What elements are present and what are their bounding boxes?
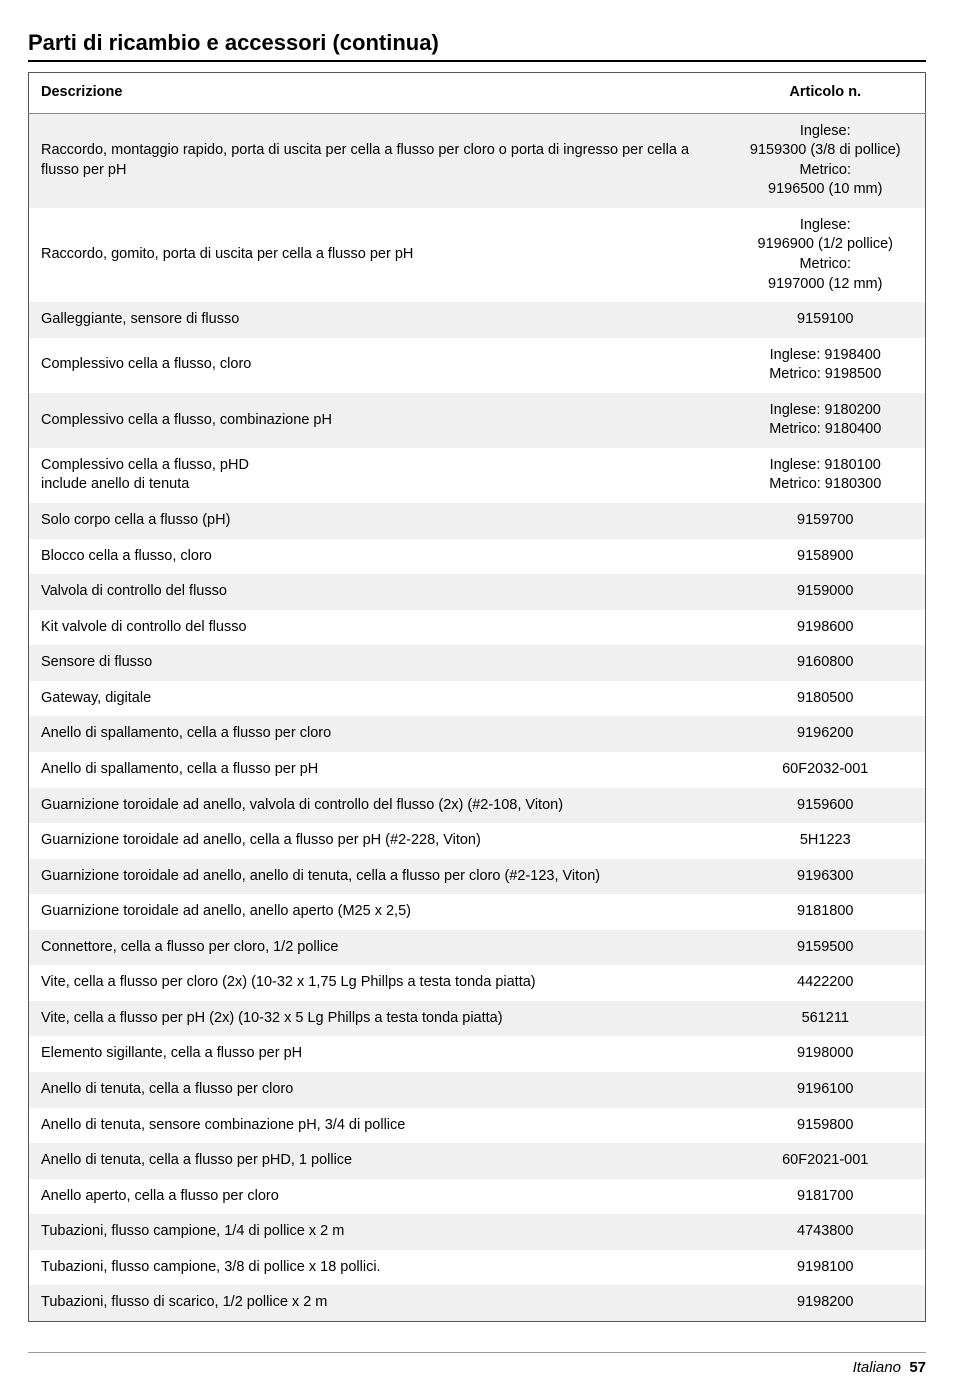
footer-page-number: 57 — [909, 1359, 926, 1376]
cell-description: Vite, cella a flusso per cloro (2x) (10-… — [29, 965, 726, 1001]
table-row: Raccordo, gomito, porta di uscita per ce… — [29, 208, 926, 302]
cell-item-number: 4743800 — [726, 1214, 926, 1250]
cell-description: Guarnizione toroidale ad anello, cella a… — [29, 823, 726, 859]
cell-description: Gateway, digitale — [29, 681, 726, 717]
table-row: Tubazioni, flusso campione, 3/8 di polli… — [29, 1250, 926, 1286]
cell-item-number: 60F2021-001 — [726, 1143, 926, 1179]
table-row: Guarnizione toroidale ad anello, cella a… — [29, 823, 926, 859]
cell-description: Connettore, cella a flusso per cloro, 1/… — [29, 930, 726, 966]
cell-description: Tubazioni, flusso campione, 3/8 di polli… — [29, 1250, 726, 1286]
cell-description: Anello aperto, cella a flusso per cloro — [29, 1179, 726, 1215]
cell-description: Raccordo, gomito, porta di uscita per ce… — [29, 208, 726, 302]
cell-description: Complessivo cella a flusso, pHD include … — [29, 448, 726, 503]
table-row: Anello di tenuta, sensore combinazione p… — [29, 1108, 926, 1144]
cell-description: Anello di tenuta, cella a flusso per clo… — [29, 1072, 726, 1108]
parts-table: Descrizione Articolo n. Raccordo, montag… — [28, 72, 926, 1322]
cell-description: Elemento sigillante, cella a flusso per … — [29, 1036, 726, 1072]
cell-item-number: Inglese: 9198400 Metrico: 9198500 — [726, 338, 926, 393]
cell-item-number: 5H1223 — [726, 823, 926, 859]
page-title: Parti di ricambio e accessori (continua) — [28, 30, 926, 62]
cell-description: Kit valvole di controllo del flusso — [29, 610, 726, 646]
table-row: Kit valvole di controllo del flusso91986… — [29, 610, 926, 646]
table-row: Solo corpo cella a flusso (pH)9159700 — [29, 503, 926, 539]
table-row: Tubazioni, flusso di scarico, 1/2 pollic… — [29, 1285, 926, 1321]
cell-item-number: 9196300 — [726, 859, 926, 895]
cell-item-number: 561211 — [726, 1001, 926, 1037]
footer-language: Italiano — [853, 1359, 901, 1376]
cell-description: Raccordo, montaggio rapido, porta di usc… — [29, 113, 726, 208]
table-row: Valvola di controllo del flusso9159000 — [29, 574, 926, 610]
table-row: Guarnizione toroidale ad anello, valvola… — [29, 788, 926, 824]
cell-description: Anello di spallamento, cella a flusso pe… — [29, 752, 726, 788]
table-row: Guarnizione toroidale ad anello, anello … — [29, 859, 926, 895]
cell-description: Blocco cella a flusso, cloro — [29, 539, 726, 575]
col-header-item: Articolo n. — [726, 73, 926, 114]
cell-item-number: 9159600 — [726, 788, 926, 824]
cell-description: Sensore di flusso — [29, 645, 726, 681]
table-row: Anello di tenuta, cella a flusso per clo… — [29, 1072, 926, 1108]
cell-item-number: Inglese: 9196900 (1/2 pollice) Metrico: … — [726, 208, 926, 302]
cell-item-number: 9158900 — [726, 539, 926, 575]
cell-description: Complessivo cella a flusso, combinazione… — [29, 393, 726, 448]
cell-description: Solo corpo cella a flusso (pH) — [29, 503, 726, 539]
cell-item-number: Inglese: 9180100 Metrico: 9180300 — [726, 448, 926, 503]
cell-description: Tubazioni, flusso di scarico, 1/2 pollic… — [29, 1285, 726, 1321]
cell-description: Guarnizione toroidale ad anello, anello … — [29, 894, 726, 930]
table-row: Anello di spallamento, cella a flusso pe… — [29, 716, 926, 752]
table-row: Anello di spallamento, cella a flusso pe… — [29, 752, 926, 788]
cell-item-number: 9198200 — [726, 1285, 926, 1321]
cell-description: Complessivo cella a flusso, cloro — [29, 338, 726, 393]
cell-item-number: 9180500 — [726, 681, 926, 717]
cell-item-number: 9159100 — [726, 302, 926, 338]
cell-item-number: 9181800 — [726, 894, 926, 930]
table-row: Vite, cella a flusso per cloro (2x) (10-… — [29, 965, 926, 1001]
table-row: Anello di tenuta, cella a flusso per pHD… — [29, 1143, 926, 1179]
col-header-description: Descrizione — [29, 73, 726, 114]
table-row: Elemento sigillante, cella a flusso per … — [29, 1036, 926, 1072]
cell-description: Guarnizione toroidale ad anello, anello … — [29, 859, 726, 895]
cell-item-number: 9159000 — [726, 574, 926, 610]
table-row: Connettore, cella a flusso per cloro, 1/… — [29, 930, 926, 966]
table-row: Vite, cella a flusso per pH (2x) (10-32 … — [29, 1001, 926, 1037]
cell-description: Tubazioni, flusso campione, 1/4 di polli… — [29, 1214, 726, 1250]
cell-item-number: 9159800 — [726, 1108, 926, 1144]
table-row: Galleggiante, sensore di flusso9159100 — [29, 302, 926, 338]
table-header-row: Descrizione Articolo n. — [29, 73, 926, 114]
table-row: Gateway, digitale9180500 — [29, 681, 926, 717]
page-footer: Italiano 57 — [28, 1352, 926, 1376]
cell-description: Vite, cella a flusso per pH (2x) (10-32 … — [29, 1001, 726, 1037]
cell-description: Anello di tenuta, cella a flusso per pHD… — [29, 1143, 726, 1179]
cell-description: Anello di spallamento, cella a flusso pe… — [29, 716, 726, 752]
cell-description: Galleggiante, sensore di flusso — [29, 302, 726, 338]
table-row: Anello aperto, cella a flusso per cloro9… — [29, 1179, 926, 1215]
cell-item-number: 4422200 — [726, 965, 926, 1001]
table-row: Complessivo cella a flusso, combinazione… — [29, 393, 926, 448]
cell-item-number: 9196100 — [726, 1072, 926, 1108]
cell-description: Anello di tenuta, sensore combinazione p… — [29, 1108, 726, 1144]
cell-item-number: Inglese: 9159300 (3/8 di pollice) Metric… — [726, 113, 926, 208]
cell-item-number: 9198000 — [726, 1036, 926, 1072]
cell-item-number: 60F2032-001 — [726, 752, 926, 788]
cell-item-number: 9198100 — [726, 1250, 926, 1286]
table-row: Raccordo, montaggio rapido, porta di usc… — [29, 113, 926, 208]
cell-item-number: 9198600 — [726, 610, 926, 646]
cell-item-number: 9181700 — [726, 1179, 926, 1215]
cell-item-number: 9159700 — [726, 503, 926, 539]
table-row: Sensore di flusso9160800 — [29, 645, 926, 681]
cell-description: Guarnizione toroidale ad anello, valvola… — [29, 788, 726, 824]
cell-item-number: 9159500 — [726, 930, 926, 966]
table-row: Blocco cella a flusso, cloro9158900 — [29, 539, 926, 575]
cell-item-number: 9160800 — [726, 645, 926, 681]
cell-description: Valvola di controllo del flusso — [29, 574, 726, 610]
cell-item-number: 9196200 — [726, 716, 926, 752]
table-row: Complessivo cella a flusso, pHD include … — [29, 448, 926, 503]
table-row: Guarnizione toroidale ad anello, anello … — [29, 894, 926, 930]
table-row: Tubazioni, flusso campione, 1/4 di polli… — [29, 1214, 926, 1250]
table-row: Complessivo cella a flusso, cloroInglese… — [29, 338, 926, 393]
cell-item-number: Inglese: 9180200 Metrico: 9180400 — [726, 393, 926, 448]
